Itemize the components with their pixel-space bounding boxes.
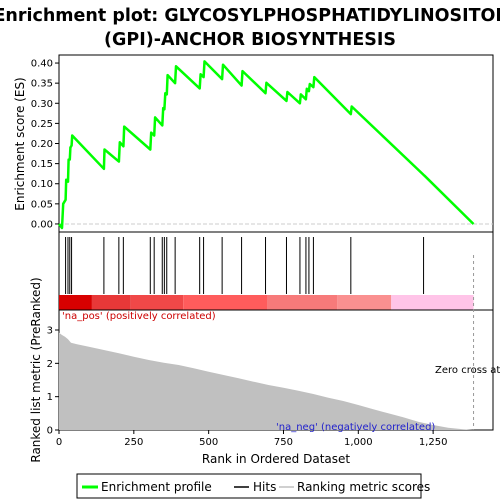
es-y-tick-label: 0.10 — [31, 179, 53, 190]
hit-lines — [65, 237, 425, 294]
es-panel: 0.00 0.05 0.10 0.15 0.20 0.25 0.30 0.35 0.40 Enr… — [13, 54, 494, 233]
es-y-tick-label: 0.20 — [31, 139, 53, 150]
legend-ranking-label: Ranking metric scores — [297, 480, 430, 494]
x-tick-label: 1,250 — [419, 437, 448, 448]
ranking-metric-area — [59, 332, 474, 430]
es-y-tick-label: 0.30 — [31, 99, 53, 110]
pos-correlated-label: 'na_pos' (positively correlated) — [62, 311, 216, 322]
colorbar-segment — [183, 295, 268, 310]
colorbar-segment — [391, 295, 474, 310]
es-panel-frame — [58, 54, 494, 233]
metric-y-tick-label: 1 — [47, 392, 53, 403]
zero-cross-label: Zero cross at 1 — [435, 365, 500, 376]
x-tick-label: 250 — [124, 437, 143, 448]
colorbar-segment — [91, 295, 131, 310]
enrichment-profile-line — [58, 60, 475, 230]
metric-y-axis-ticks: 0 1 2 3 — [47, 326, 59, 437]
metric-panel: 0 1 2 3 'na_pos' (positively correlated) 'n… — [29, 255, 500, 463]
metric-y-tick-label: 3 — [47, 326, 53, 337]
legend: Enrichment profile Hits Ranking metric s… — [76, 473, 430, 499]
legend-hits-label: Hits — [253, 480, 276, 494]
metric-y-tick-label: 0 — [47, 426, 53, 437]
legend-frame — [76, 473, 422, 499]
ranking-colorbar — [59, 295, 474, 310]
hits-panel — [58, 231, 494, 311]
colorbar-segment — [337, 295, 392, 310]
chart-title-line-1: Enrichment plot: GLYCOSYLPHOSPHATIDYLINO… — [0, 6, 500, 26]
legend-enrichment-label: Enrichment profile — [101, 480, 212, 494]
x-axis-ticks: 0 250 500 750 1,000 1,250 — [56, 430, 448, 448]
es-y-tick-label: 0.40 — [31, 59, 53, 70]
x-tick-label: 750 — [274, 437, 293, 448]
x-tick-label: 1,000 — [344, 437, 373, 448]
es-y-tick-label: 0.15 — [31, 159, 53, 170]
es-y-tick-label: 0.00 — [31, 219, 53, 230]
es-y-axis-ticks: 0.00 0.05 0.10 0.15 0.20 0.25 0.30 0.35 0.40 — [31, 59, 59, 230]
colorbar-segment — [130, 295, 184, 310]
es-y-axis-label: Enrichment score (ES) — [13, 77, 27, 210]
es-y-tick-label: 0.35 — [31, 79, 53, 90]
colorbar-segment — [267, 295, 338, 310]
x-tick-label: 500 — [199, 437, 218, 448]
x-axis-label: Rank in Ordered Dataset — [202, 452, 350, 466]
metric-y-axis-label: Ranked list metric (PreRanked) — [29, 277, 43, 462]
es-y-tick-label: 0.25 — [31, 119, 53, 130]
es-y-tick-label: 0.05 — [31, 199, 53, 210]
neg-correlated-label: 'na_neg' (negatively correlated) — [276, 422, 435, 433]
chart-title-line-2: (GPI)-ANCHOR BIOSYNTHESIS — [104, 30, 396, 50]
x-tick-label: 0 — [56, 437, 62, 448]
colorbar-segment — [59, 295, 92, 310]
metric-y-tick-label: 2 — [47, 359, 53, 370]
